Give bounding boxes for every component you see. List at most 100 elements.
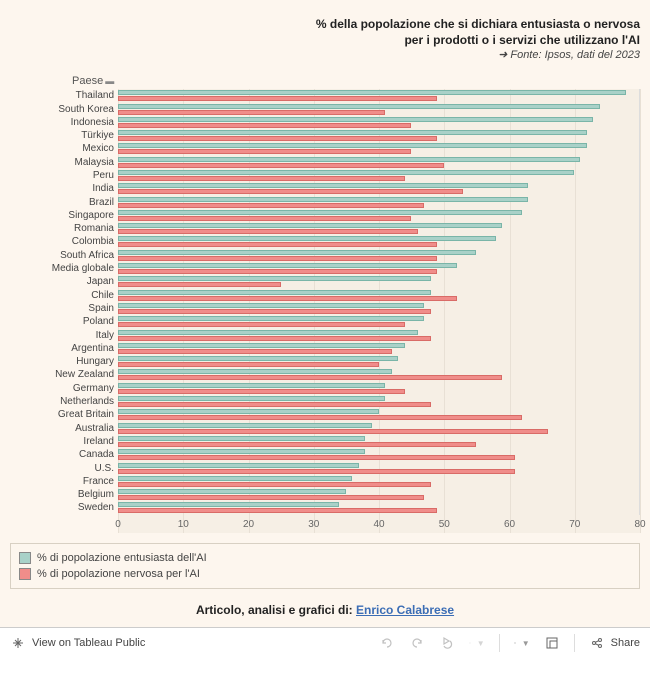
- bar-enthusiastic[interactable]: [118, 183, 528, 188]
- bar-nervous[interactable]: [118, 469, 515, 474]
- country-label: Belgium: [10, 488, 118, 501]
- bar-enthusiastic[interactable]: [118, 130, 587, 135]
- bar-nervous[interactable]: [118, 309, 431, 314]
- bar-enthusiastic[interactable]: [118, 90, 626, 95]
- bar-enthusiastic[interactable]: [118, 117, 593, 122]
- bar-enthusiastic[interactable]: [118, 463, 359, 468]
- country-label: Mexico: [10, 142, 118, 155]
- undo-button[interactable]: [379, 635, 395, 651]
- replay-button[interactable]: [439, 635, 455, 651]
- bar-nervous[interactable]: [118, 336, 431, 341]
- bar-cell: [118, 382, 640, 395]
- bar-nervous[interactable]: [118, 296, 457, 301]
- bar-nervous[interactable]: [118, 269, 437, 274]
- country-label: Hungary: [10, 355, 118, 368]
- bar-nervous[interactable]: [118, 389, 405, 394]
- bar-nervous[interactable]: [118, 163, 444, 168]
- bar-enthusiastic[interactable]: [118, 263, 457, 268]
- table-row: Brazil: [10, 196, 640, 209]
- bar-enthusiastic[interactable]: [118, 290, 431, 295]
- bar-nervous[interactable]: [118, 402, 431, 407]
- bar-nervous[interactable]: [118, 508, 437, 513]
- bar-nervous[interactable]: [118, 136, 437, 141]
- bar-nervous[interactable]: [118, 375, 502, 380]
- bar-enthusiastic[interactable]: [118, 436, 365, 441]
- bar-nervous[interactable]: [118, 349, 392, 354]
- bar-enthusiastic[interactable]: [118, 383, 385, 388]
- bar-enthusiastic[interactable]: [118, 170, 574, 175]
- bar-cell: [118, 129, 640, 142]
- bar-nervous[interactable]: [118, 203, 424, 208]
- share-button[interactable]: Share: [589, 635, 640, 651]
- title-line-1: % della popolazione che si dichiara entu…: [10, 16, 640, 32]
- bar-cell: [118, 235, 640, 248]
- bar-nervous[interactable]: [118, 482, 431, 487]
- bar-enthusiastic[interactable]: [118, 143, 587, 148]
- bar-enthusiastic[interactable]: [118, 276, 431, 281]
- bar-enthusiastic[interactable]: [118, 303, 424, 308]
- toolbar-separator: [574, 634, 575, 652]
- bar-nervous[interactable]: [118, 256, 437, 261]
- bar-nervous[interactable]: [118, 176, 405, 181]
- bar-enthusiastic[interactable]: [118, 396, 385, 401]
- bar-cell: [118, 475, 640, 488]
- bar-enthusiastic[interactable]: [118, 104, 600, 109]
- credit-author-link[interactable]: Enrico Calabrese: [356, 603, 454, 617]
- bar-enthusiastic[interactable]: [118, 423, 372, 428]
- bar-enthusiastic[interactable]: [118, 197, 528, 202]
- table-row: U.S.: [10, 462, 640, 475]
- redo-button[interactable]: [409, 635, 425, 651]
- bar-nervous[interactable]: [118, 123, 411, 128]
- bar-nervous[interactable]: [118, 362, 379, 367]
- bar-nervous[interactable]: [118, 242, 437, 247]
- bar-enthusiastic[interactable]: [118, 449, 365, 454]
- bar-enthusiastic[interactable]: [118, 330, 418, 335]
- credit-prefix: Articolo, analisi e grafici di:: [196, 603, 356, 617]
- bar-enthusiastic[interactable]: [118, 316, 424, 321]
- bar-enthusiastic[interactable]: [118, 210, 522, 215]
- x-tick: 70: [569, 519, 580, 530]
- bar-nervous[interactable]: [118, 455, 515, 460]
- bar-enthusiastic[interactable]: [118, 223, 502, 228]
- fullscreen-button[interactable]: [544, 635, 560, 651]
- bar-nervous[interactable]: [118, 96, 437, 101]
- bar-enthusiastic[interactable]: [118, 250, 476, 255]
- bar-enthusiastic[interactable]: [118, 356, 398, 361]
- bar-cell: [118, 422, 640, 435]
- x-tick: 0: [115, 519, 121, 530]
- table-row: Indonesia: [10, 116, 640, 129]
- bar-nervous[interactable]: [118, 189, 463, 194]
- bar-enthusiastic[interactable]: [118, 409, 379, 414]
- bar-nervous[interactable]: [118, 149, 411, 154]
- speed-button[interactable]: ▼: [469, 635, 485, 651]
- chart-container: % della popolazione che si dichiara entu…: [0, 0, 650, 627]
- table-row: Chile: [10, 289, 640, 302]
- bar-cell: [118, 342, 640, 355]
- table-row: Thailand: [10, 89, 640, 102]
- bar-nervous[interactable]: [118, 442, 476, 447]
- bar-cell: [118, 142, 640, 155]
- bar-enthusiastic[interactable]: [118, 343, 405, 348]
- bar-enthusiastic[interactable]: [118, 369, 392, 374]
- bar-enthusiastic[interactable]: [118, 236, 496, 241]
- bar-nervous[interactable]: [118, 429, 548, 434]
- view-on-tableau-button[interactable]: View on Tableau Public: [10, 635, 145, 651]
- bar-nervous[interactable]: [118, 216, 411, 221]
- country-label: Great Britain: [10, 408, 118, 421]
- country-label: Germany: [10, 382, 118, 395]
- bar-enthusiastic[interactable]: [118, 489, 346, 494]
- country-label: Italy: [10, 329, 118, 342]
- bar-nervous[interactable]: [118, 495, 424, 500]
- sort-desc-icon: ▬: [105, 76, 114, 86]
- bar-enthusiastic[interactable]: [118, 157, 580, 162]
- table-row: Hungary: [10, 355, 640, 368]
- bar-nervous[interactable]: [118, 110, 385, 115]
- bar-nervous[interactable]: [118, 229, 418, 234]
- bar-nervous[interactable]: [118, 322, 405, 327]
- bar-enthusiastic[interactable]: [118, 476, 352, 481]
- device-button[interactable]: ▼: [514, 635, 530, 651]
- country-label: India: [10, 182, 118, 195]
- bar-enthusiastic[interactable]: [118, 502, 339, 507]
- bar-nervous[interactable]: [118, 282, 281, 287]
- bar-nervous[interactable]: [118, 415, 522, 420]
